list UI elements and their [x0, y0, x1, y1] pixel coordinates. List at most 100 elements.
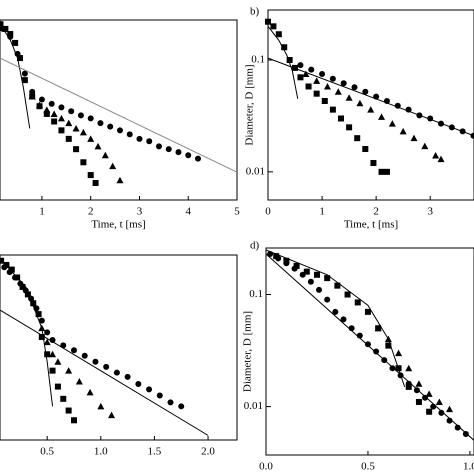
triangle-marker: [435, 398, 443, 405]
square-marker: [385, 342, 392, 349]
circle-marker: [29, 88, 36, 95]
square-marker: [344, 291, 351, 298]
x-tick-label: 0.5: [40, 446, 54, 458]
y-axis-label: Diameter, D [mm]: [244, 64, 256, 145]
y-tick-label: 0.1: [249, 288, 263, 300]
circle-marker: [351, 84, 358, 91]
triangle-marker: [302, 70, 310, 77]
x-tick-label: 4: [185, 206, 191, 218]
circle-marker: [307, 278, 314, 285]
square-marker: [29, 93, 36, 100]
x-tick-label: 1: [39, 206, 45, 218]
square-marker: [43, 110, 50, 117]
square-marker: [321, 97, 328, 104]
triangle-marker: [101, 151, 109, 159]
circle-marker: [146, 386, 153, 393]
circle-marker: [135, 380, 142, 387]
square-marker: [30, 300, 37, 307]
square-marker: [35, 311, 42, 318]
square-marker: [19, 283, 26, 290]
square-marker: [324, 275, 331, 282]
circle-marker: [178, 403, 185, 410]
triangle-marker: [50, 110, 58, 117]
triangle-marker: [323, 82, 331, 90]
triangle-marker: [415, 380, 423, 387]
square-marker: [54, 383, 61, 390]
circle-marker: [165, 146, 172, 153]
square-marker: [305, 83, 312, 90]
circle-marker: [38, 96, 45, 103]
square-marker: [270, 23, 277, 30]
x-tick-label: 2: [373, 206, 379, 218]
square-marker: [60, 395, 67, 402]
y-axis-label: Diameter, D [mm]: [242, 311, 254, 392]
y-tick-label: 0.1: [251, 54, 265, 66]
circle-marker: [38, 317, 45, 324]
circle-marker: [92, 358, 99, 365]
plot-frame: [0, 254, 238, 441]
circle-marker: [21, 70, 28, 77]
fit-line: [265, 253, 474, 441]
x-tick-label: 1.0: [463, 461, 474, 473]
square-marker: [44, 351, 51, 358]
triangle-marker: [94, 142, 102, 150]
triangle-marker: [43, 338, 51, 346]
square-marker: [378, 168, 385, 175]
square-marker: [426, 408, 433, 415]
triangle-marker: [446, 405, 454, 413]
circle-marker: [462, 430, 469, 437]
square-marker: [286, 57, 293, 64]
x-tick-label: 3: [137, 206, 143, 218]
square-marker: [65, 407, 72, 414]
circle-marker: [340, 80, 347, 87]
square-marker: [49, 367, 56, 374]
circle-marker: [454, 424, 461, 431]
square-marker: [38, 333, 45, 340]
x-tick-label: 1.0: [94, 446, 108, 458]
triangle-marker: [399, 127, 407, 135]
square-marker: [383, 168, 390, 175]
circle-marker: [136, 135, 143, 142]
triangle-marker: [57, 114, 65, 122]
square-marker: [8, 266, 15, 273]
square-marker: [24, 291, 31, 298]
triangle-marker: [65, 119, 73, 127]
triangle-marker: [86, 388, 94, 396]
triangle-marker: [356, 99, 364, 107]
circle-marker: [324, 296, 331, 303]
y-tick-label: 0.01: [246, 165, 265, 177]
fit-line: [0, 23, 31, 129]
fit-line: [0, 258, 54, 407]
circle-marker: [124, 373, 131, 380]
x-tick-label: 3: [427, 206, 433, 218]
circle-marker: [81, 352, 88, 359]
x-tick-label: 2: [88, 206, 94, 218]
square-marker: [92, 180, 99, 187]
square-marker: [293, 262, 300, 269]
circle-marker: [126, 131, 133, 138]
square-marker: [265, 18, 271, 25]
fit-line: [267, 57, 474, 137]
x-tick-label: 0.5: [361, 461, 375, 473]
square-marker: [362, 146, 369, 153]
square-marker: [73, 146, 80, 153]
square-marker: [65, 135, 72, 142]
triangle-marker: [72, 124, 80, 132]
circle-marker: [58, 104, 65, 111]
square-marker: [313, 271, 320, 278]
x-tick-label: 2.0: [201, 446, 215, 458]
x-axis-label: Time, t [ms]: [344, 219, 398, 231]
x-tick-label: 0: [265, 206, 271, 218]
fit-line: [0, 57, 238, 173]
triangle-marker: [405, 364, 413, 372]
circle-marker: [316, 286, 323, 293]
circle-marker: [146, 138, 153, 145]
circle-marker: [185, 152, 192, 159]
circle-marker: [103, 363, 110, 370]
triangle-marker: [54, 358, 62, 365]
triangle-marker: [313, 77, 321, 84]
triangle-marker: [79, 128, 87, 136]
triangle-marker: [432, 151, 440, 159]
triangle-marker: [425, 390, 433, 397]
